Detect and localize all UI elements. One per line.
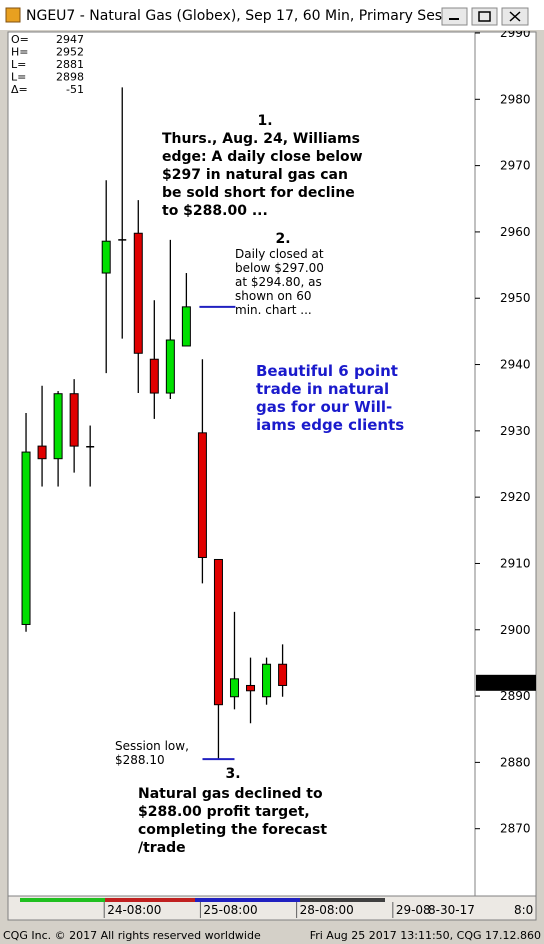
annotation-line: below $297.00	[235, 261, 324, 275]
y-tick-label: 2990	[500, 26, 531, 40]
maximize-button[interactable]	[471, 7, 498, 26]
annotation-line: edge: A daily close below	[162, 149, 363, 165]
ohlc-label: O=	[11, 33, 29, 46]
y-tick-label: 2960	[500, 225, 531, 239]
status-right: Fri Aug 25 2017 13:11:50, CQG 17.12.860	[310, 929, 541, 942]
session-strip	[300, 898, 385, 902]
x-tick-label: 25-08:00	[203, 903, 257, 917]
icon	[509, 11, 521, 22]
candle-body	[262, 663, 272, 698]
y-tick-label: 2920	[500, 490, 531, 504]
annotation-line: Session low,	[115, 739, 189, 753]
last-price-box	[476, 674, 536, 691]
annotation-number: 2.	[275, 231, 290, 247]
plot-area	[7, 31, 476, 897]
y-tick-label: 2870	[500, 822, 531, 836]
candle-body	[149, 358, 159, 394]
y-tick-label: 2900	[500, 623, 531, 637]
candle-body	[229, 678, 239, 698]
y-tick-label: 2980	[500, 92, 531, 106]
status-left: CQG Inc. © 2017 All rights reserved worl…	[3, 929, 261, 942]
ohlc-value: 2947	[56, 33, 84, 46]
annotation-line: Thurs., Aug. 24, Williams	[162, 131, 360, 147]
annotation-line: to $288.00 ...	[162, 203, 268, 219]
y-tick-label: 2950	[500, 291, 531, 305]
annotation-line: Daily closed at	[235, 247, 324, 261]
app-icon	[5, 7, 21, 23]
annotation-line: $288.00 profit target,	[138, 804, 310, 820]
ohlc-value: 2881	[56, 58, 84, 71]
y-tick-label: 2970	[500, 159, 531, 173]
annotation-number: 1.	[257, 113, 272, 129]
candle-body	[165, 339, 175, 394]
last-price-label: 2892	[500, 677, 531, 691]
annotation-number: 3.	[225, 766, 240, 782]
minimize-button[interactable]	[441, 7, 468, 26]
x-tick-label: 24-08:00	[107, 903, 161, 917]
candle-body	[69, 393, 79, 447]
ohlc-value: 2898	[56, 71, 84, 84]
annotation-line: trade in natural	[256, 380, 389, 398]
annotation-line: be sold short for decline	[162, 185, 355, 201]
ohlc-label: Δ=	[11, 83, 28, 96]
annotation-line: iams edge clients	[256, 416, 404, 434]
y-tick-label: 2930	[500, 424, 531, 438]
y-tick-label: 2890	[500, 689, 531, 703]
candle-body	[278, 663, 288, 686]
session-strip	[105, 898, 195, 902]
annotation-line: /trade	[138, 840, 186, 856]
annotation-line: gas for our Will-	[256, 398, 392, 416]
x-tick-label: 28-08:00	[300, 903, 354, 917]
annotation-line: $288.10	[115, 753, 165, 767]
window-buttons[interactable]	[441, 7, 529, 26]
annotation-line: Natural gas declined to	[138, 786, 323, 802]
ohlc-label: L=	[11, 71, 26, 84]
y-tick-label: 2910	[500, 556, 531, 570]
candle-body	[21, 451, 31, 625]
window-title: NGEU7 - Natural Gas (Globex), Sep 17, 60…	[26, 8, 463, 24]
ohlc-value: 2952	[56, 46, 84, 59]
annotation-line: shown on 60	[235, 289, 311, 303]
candle-body	[53, 393, 63, 460]
status-bar	[0, 926, 544, 944]
annotation-line: $297 in natural gas can	[162, 167, 348, 183]
annotation-line: at $294.80, as	[235, 275, 322, 289]
annotation-line: Beautiful 6 point	[256, 362, 398, 380]
candle-body	[197, 432, 207, 558]
axis-date: 8-30-17	[428, 903, 475, 917]
icon	[478, 11, 491, 22]
ohlc-label: L=	[11, 58, 26, 71]
axis-time: 8:0	[514, 903, 533, 917]
candle-body	[37, 445, 47, 460]
y-axis-area	[474, 31, 537, 897]
x-tick-label: 29-08	[396, 903, 431, 917]
candle-body	[246, 684, 256, 692]
session-strip	[195, 898, 300, 902]
candle-body	[133, 232, 143, 354]
session-strip	[20, 898, 105, 902]
candle-body	[101, 240, 111, 274]
annotation-line: min. chart ...	[235, 303, 312, 317]
y-tick-label: 2880	[500, 755, 531, 769]
ohlc-value: -51	[66, 83, 84, 96]
ohlc-label: H=	[11, 46, 29, 59]
annotation-line: completing the forecast	[138, 822, 327, 838]
candle-body	[181, 306, 191, 347]
y-tick-label: 2940	[500, 358, 531, 372]
candle-body	[213, 558, 223, 706]
